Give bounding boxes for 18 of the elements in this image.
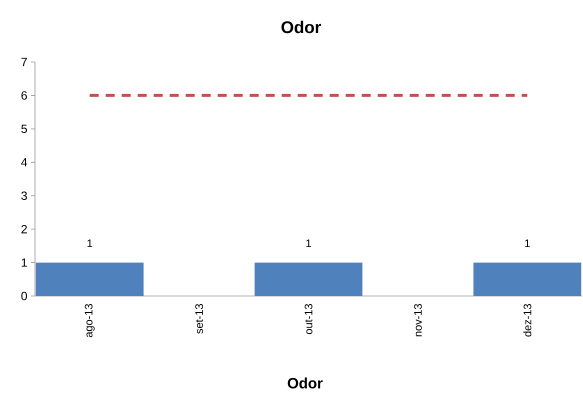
data-label: 1 [525, 240, 530, 248]
y-tick-label: 0 [21, 292, 28, 300]
chart-title: Odor [281, 20, 321, 34]
y-tick-label: 3 [21, 191, 27, 200]
data-label: 1 [87, 240, 92, 248]
y-tick-label: 7 [21, 58, 27, 66]
x-tick-label: out-13 [304, 304, 312, 334]
data-label: 1 [306, 240, 312, 248]
y-tick-label: 1 [22, 258, 27, 267]
y-tick-label: 5 [21, 124, 27, 134]
x-axis-title: Odor [288, 378, 323, 388]
y-tick-label: 2 [21, 224, 27, 234]
x-tick-label: dez-13 [523, 304, 532, 337]
x-tick-label: nov-13 [414, 304, 422, 336]
x-tick-label: set-13 [195, 304, 203, 334]
x-tick-label: ago-13 [84, 304, 95, 338]
y-tick-label: 4 [21, 158, 28, 166]
y-tick-label: 6 [21, 91, 27, 100]
